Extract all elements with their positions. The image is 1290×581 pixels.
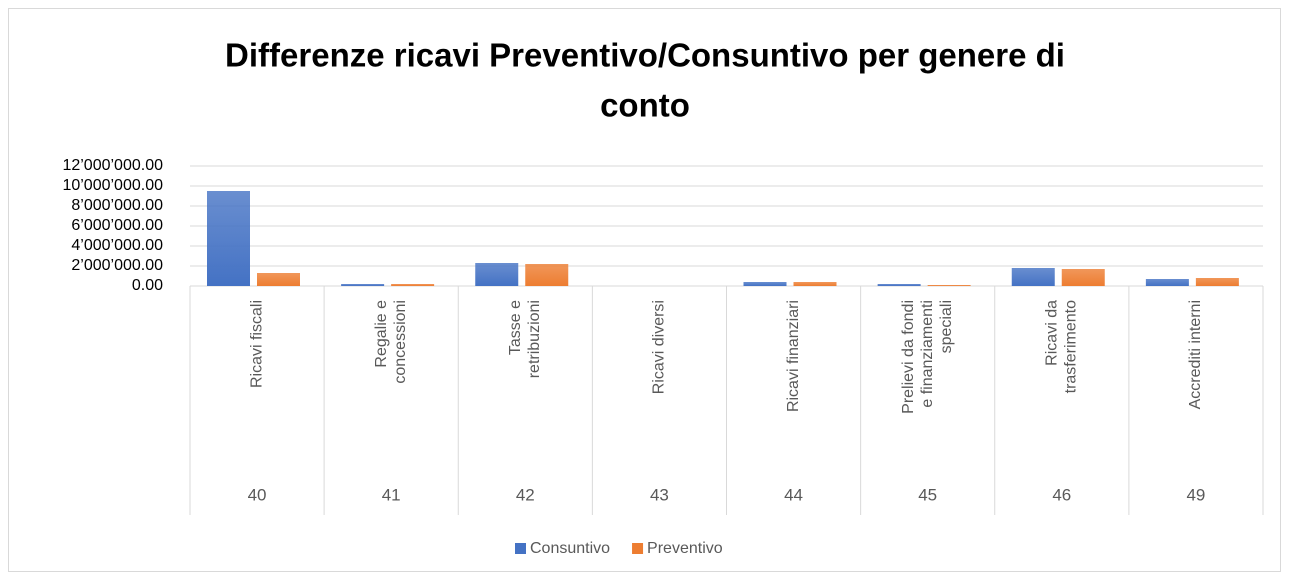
- chart-title: Differenze ricavi Preventivo/Consuntivo …: [225, 37, 1065, 74]
- y-tick-label: 6’000’000.00: [71, 217, 163, 234]
- x-tick-label: Ricavi diversi: [651, 300, 668, 394]
- bar: [1061, 269, 1105, 286]
- x-tick-label: Prelievi da fondi: [900, 300, 917, 414]
- bar: [1145, 279, 1189, 286]
- x-tick-label: retribuzioni: [526, 300, 543, 378]
- category-code: 40: [248, 485, 267, 504]
- chart-title: conto: [600, 87, 690, 124]
- y-tick-label: 12’000’000.00: [62, 157, 163, 174]
- y-tick-label: 4’000’000.00: [71, 237, 163, 254]
- y-tick-label: 0.00: [132, 277, 163, 294]
- category-code: 41: [382, 485, 401, 504]
- bar: [743, 282, 787, 286]
- bar: [525, 264, 569, 286]
- x-tick-label: Tasse e: [507, 300, 524, 355]
- x-tick-label: Ricavi fiscali: [248, 300, 265, 388]
- category-code: 43: [650, 485, 669, 504]
- legend-label: Preventivo: [647, 540, 723, 557]
- x-tick-label: speciali: [938, 300, 955, 353]
- bar: [877, 284, 921, 286]
- x-tick-label: Ricavi da: [1044, 300, 1061, 366]
- category-code: 44: [784, 485, 803, 504]
- bar: [207, 191, 250, 286]
- y-tick-label: 2’000’000.00: [71, 257, 163, 274]
- x-tick-label: trasferimento: [1063, 300, 1080, 393]
- bar: [391, 284, 435, 286]
- y-tick-label: 10’000’000.00: [62, 177, 163, 194]
- category-code: 49: [1186, 485, 1205, 504]
- bar: [1195, 278, 1239, 286]
- y-tick-label: 8’000’000.00: [71, 197, 163, 214]
- bar: [793, 282, 837, 286]
- bar: [341, 284, 385, 286]
- x-tick-label: e finanziamenti: [919, 300, 936, 408]
- x-tick-label: Accrediti interni: [1187, 300, 1204, 409]
- legend-swatch: [515, 543, 526, 554]
- legend-label: Consuntivo: [530, 540, 610, 557]
- x-tick-label: Regalie e: [373, 300, 390, 368]
- category-code: 45: [918, 485, 937, 504]
- x-tick-label: concessioni: [392, 300, 409, 384]
- bar: [475, 263, 519, 286]
- x-tick-label: Ricavi finanziari: [785, 300, 802, 412]
- bar: [257, 273, 300, 286]
- bar: [1011, 268, 1055, 286]
- chart-frame: [8, 8, 1281, 572]
- category-code: 46: [1052, 485, 1071, 504]
- category-code: 42: [516, 485, 535, 504]
- legend-swatch: [632, 543, 644, 554]
- bar: [927, 285, 971, 286]
